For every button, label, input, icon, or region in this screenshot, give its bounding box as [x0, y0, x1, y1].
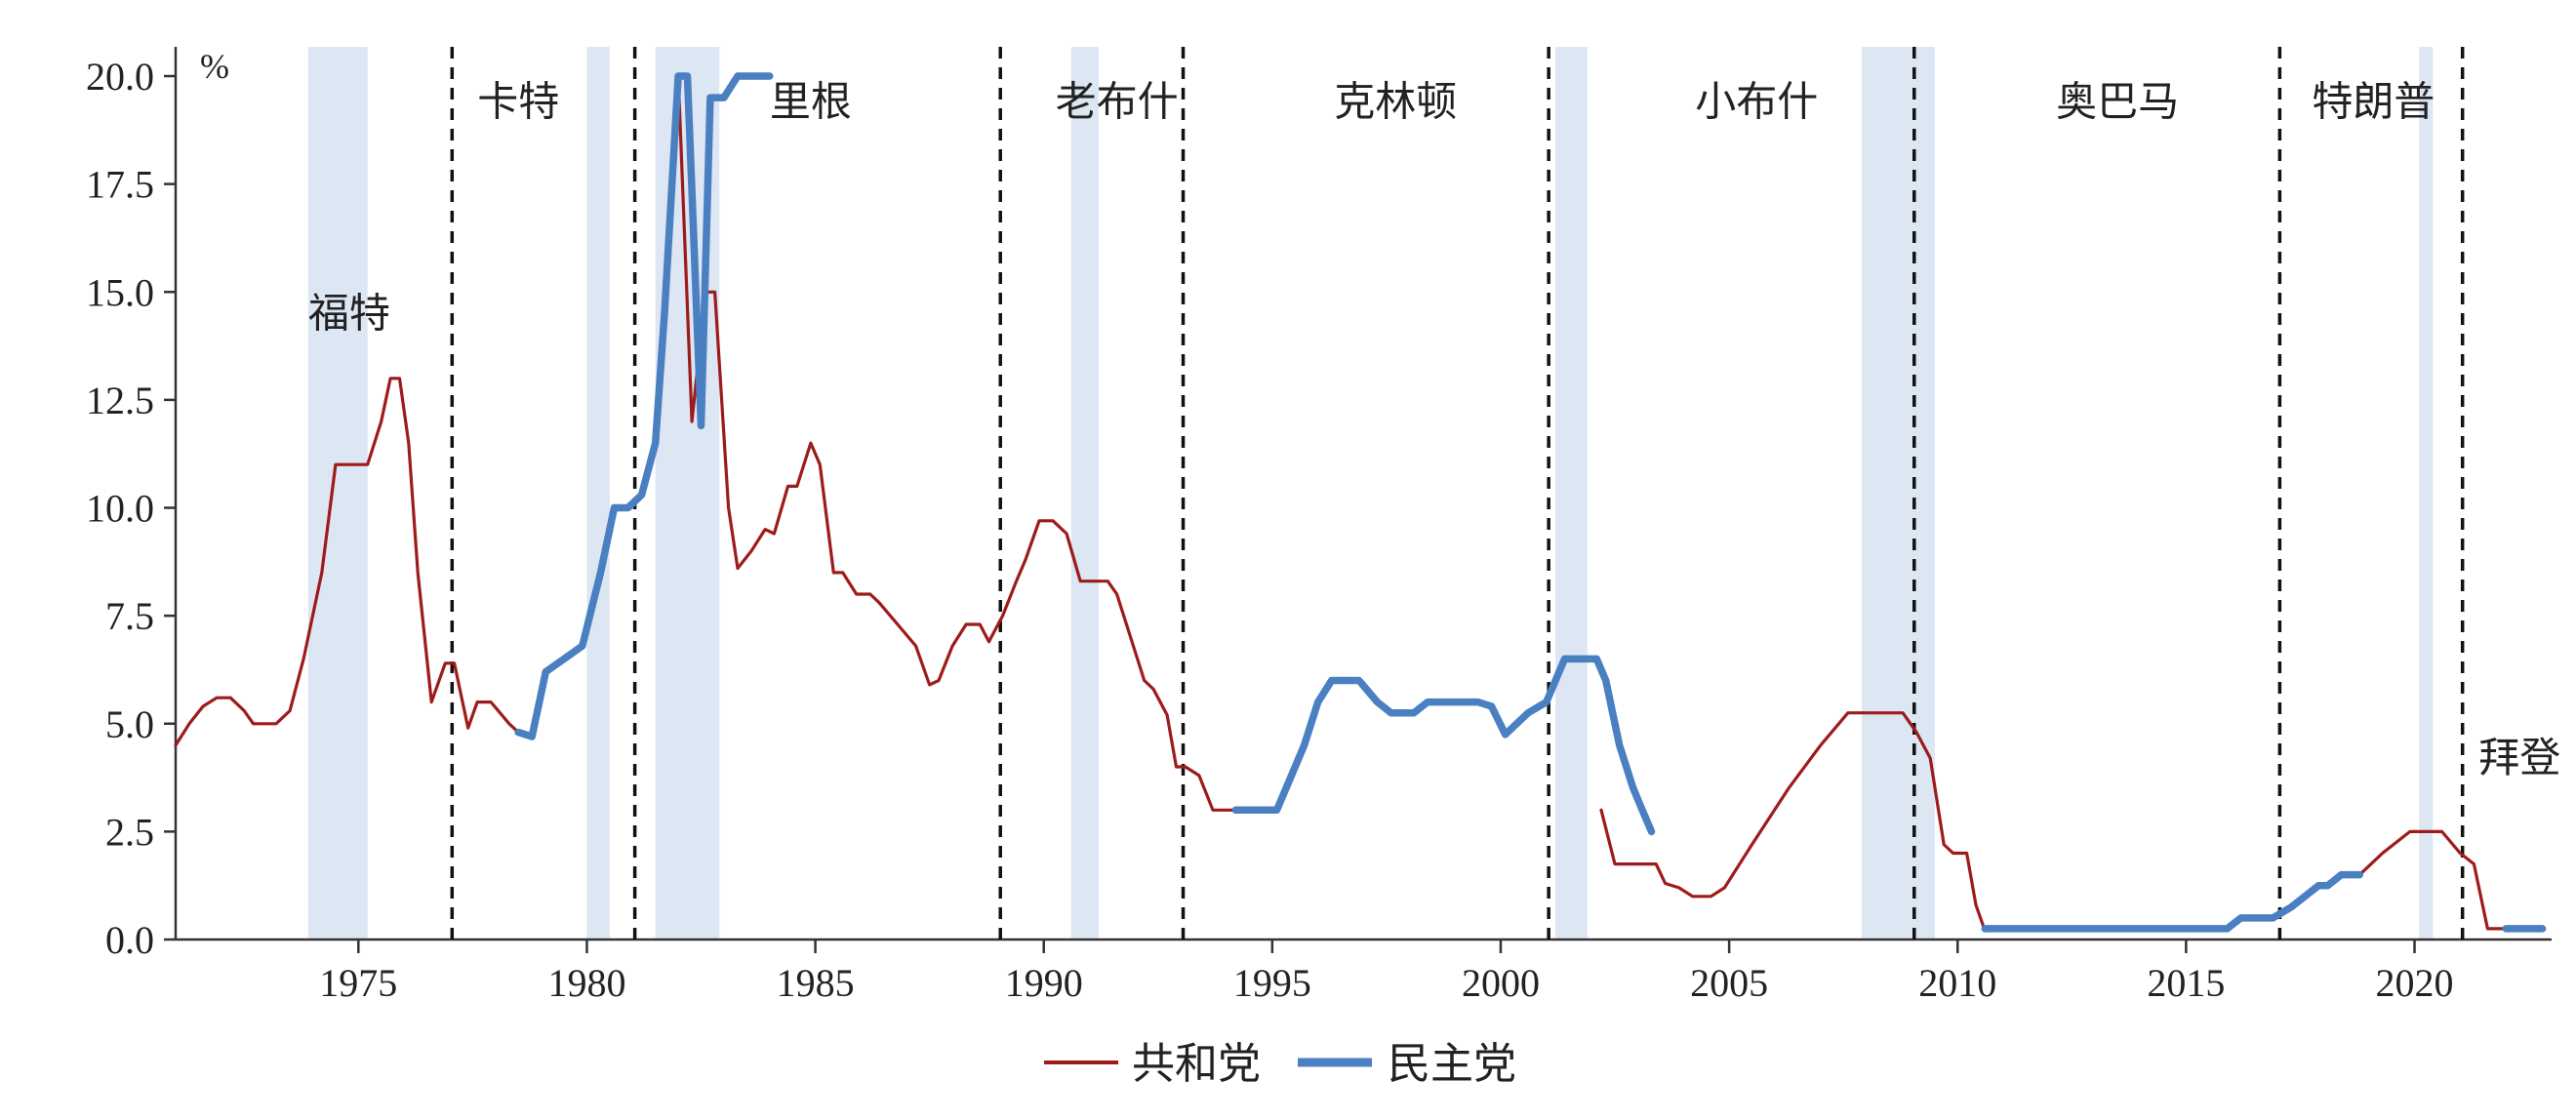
x-tick-label-1: 1980 — [547, 961, 625, 1005]
y-tick-label-7: 17.5 — [86, 163, 154, 207]
recession-band-5 — [1861, 47, 1935, 940]
series-republican-segment-2 — [1599, 711, 1987, 933]
president-label-0: 福特 — [308, 289, 390, 337]
recession-bands — [307, 47, 2434, 940]
x-tick-label-6: 2005 — [1690, 961, 1768, 1005]
y-tick-label-8: 20.0 — [86, 55, 154, 99]
recession-band-6 — [2419, 47, 2434, 940]
president-label-7: 特朗普 — [2312, 78, 2435, 126]
x-tick-label-4: 1995 — [1233, 961, 1311, 1005]
series-democrat-segment-2 — [1981, 870, 2364, 933]
president-label-6: 奥巴马 — [2056, 78, 2179, 126]
series-republican-segment-0 — [174, 377, 520, 747]
president-label-5: 小布什 — [1695, 78, 1818, 126]
y-axis-unit-label: % — [200, 47, 229, 86]
x-tick-label-5: 2000 — [1462, 961, 1540, 1005]
x-tick-label-9: 2020 — [2376, 961, 2454, 1005]
presidential-transitions — [450, 47, 2465, 940]
x-tick-label-0: 1975 — [319, 961, 397, 1005]
y-tick-label-0: 0.0 — [105, 918, 154, 962]
y-tick-label-1: 2.5 — [105, 810, 154, 854]
president-label-8: 拜登 — [2478, 734, 2560, 781]
recession-band-4 — [1555, 47, 1588, 940]
y-tick-label-6: 15.0 — [86, 270, 154, 314]
recession-band-0 — [307, 47, 368, 940]
president-label-3: 老布什 — [1056, 78, 1179, 126]
series-democrat-segment-1 — [1231, 655, 1656, 836]
legend: 共和党 民主党 — [1044, 1039, 1516, 1089]
series-lines — [174, 72, 2547, 933]
recession-band-3 — [1070, 47, 1099, 940]
y-tick-label-5: 12.5 — [86, 379, 154, 422]
series-democrat-segment-0 — [514, 72, 774, 740]
legend-label-republican: 共和党 — [1132, 1039, 1261, 1089]
president-label-4: 克林顿 — [1334, 78, 1457, 126]
legend-label-democrat: 民主党 — [1388, 1039, 1516, 1089]
axes: 0.0 2.5 5.0 7.5 10.0 12.5 15.0 17.5 20.0 1975 1980… — [86, 47, 2552, 1005]
y-tick-label-2: 5.0 — [105, 702, 154, 746]
y-tick-label-3: 7.5 — [105, 594, 154, 638]
y-tick-label-4: 10.0 — [86, 487, 154, 531]
president-label-2: 里根 — [770, 78, 852, 126]
president-label-1: 卡特 — [477, 78, 559, 126]
recession-band-1 — [586, 47, 610, 940]
x-tick-label-3: 1990 — [1005, 961, 1083, 1005]
x-tick-label-7: 2010 — [1918, 961, 1996, 1005]
x-tick-label-2: 1985 — [777, 961, 855, 1005]
x-tick-label-8: 2015 — [2147, 961, 2225, 1005]
series-republican-segment-1 — [676, 74, 1237, 812]
series-republican-segment-3 — [2357, 829, 2526, 931]
